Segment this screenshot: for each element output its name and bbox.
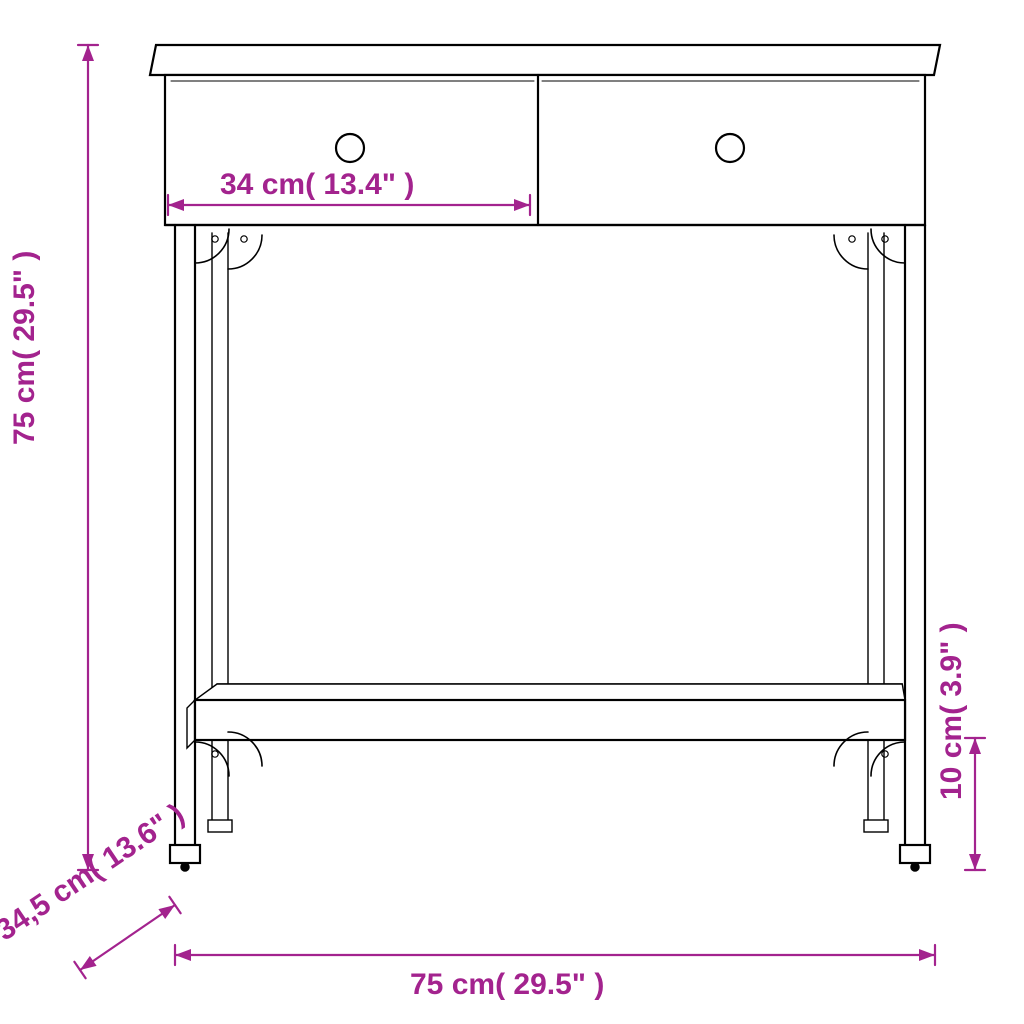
dim-label-shelf-height: 10 cm( 3.9" ) [935,622,969,800]
dim-label-width: 75 cm( 29.5" ) [410,968,604,1002]
diagram-stage: 75 cm( 29.5" ) 75 cm( 29.5" ) 34,5 cm( 1… [0,0,1024,1024]
diagram-svg [0,0,1024,1024]
dim-label-drawer-width: 34 cm( 13.4" ) [220,168,414,202]
dim-label-height: 75 cm( 29.5" ) [8,251,42,445]
